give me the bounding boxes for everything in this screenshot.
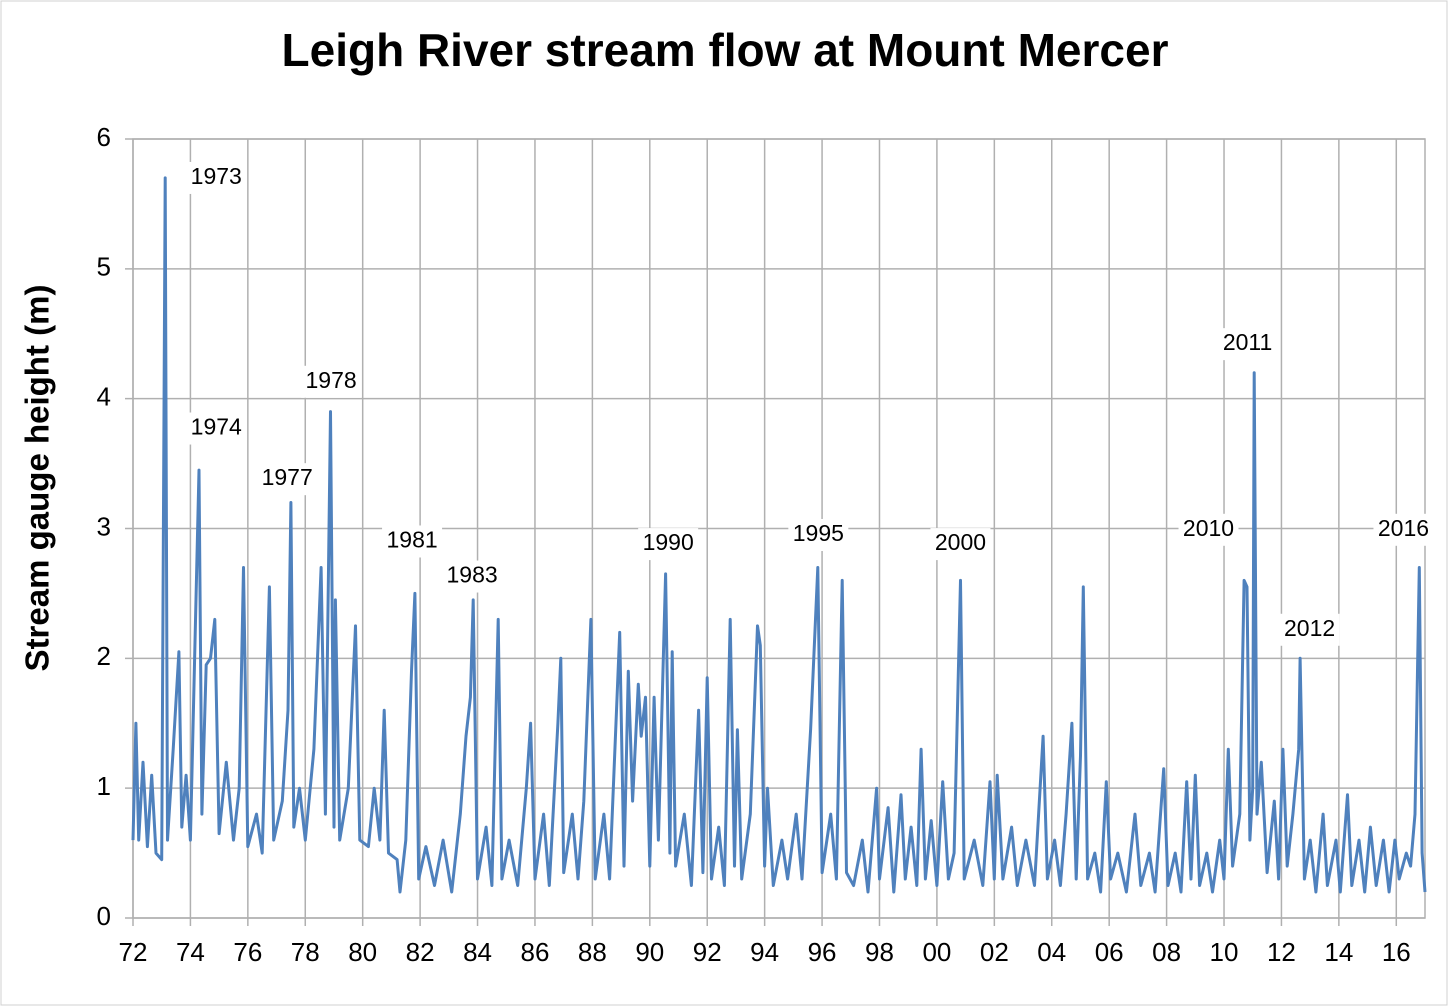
annotation-background bbox=[301, 365, 362, 398]
x-tick-label: 06 bbox=[1095, 937, 1124, 967]
y-tick-label: 1 bbox=[97, 771, 111, 801]
y-tick-label: 0 bbox=[97, 901, 111, 931]
x-tick-label: 80 bbox=[348, 937, 377, 967]
annotation-background bbox=[930, 528, 991, 561]
y-tick-label: 6 bbox=[97, 122, 111, 152]
x-tick-label: 14 bbox=[1324, 937, 1353, 967]
annotation: 2016 bbox=[1378, 515, 1429, 541]
x-tick-label: 74 bbox=[176, 937, 205, 967]
annotation-background bbox=[1178, 513, 1239, 546]
x-tick-label: 90 bbox=[635, 937, 664, 967]
x-tick-label: 16 bbox=[1382, 937, 1411, 967]
annotation: 1983 bbox=[446, 562, 497, 588]
annotation-background bbox=[638, 528, 699, 561]
x-tick-label: 08 bbox=[1152, 937, 1181, 967]
annotation: 2012 bbox=[1284, 615, 1335, 641]
x-tick-label: 10 bbox=[1210, 937, 1239, 967]
annotation: 1981 bbox=[386, 527, 437, 553]
annotation-background bbox=[1373, 513, 1434, 546]
annotation: 1990 bbox=[643, 529, 694, 555]
x-tick-label: 02 bbox=[980, 937, 1009, 967]
x-tick-label: 12 bbox=[1267, 937, 1296, 967]
annotation-background bbox=[1217, 328, 1278, 361]
annotation-background bbox=[788, 518, 849, 551]
annotation-background bbox=[1279, 613, 1340, 646]
chart-title: Leigh River stream flow at Mount Mercer bbox=[282, 24, 1169, 76]
x-tick-label: 00 bbox=[922, 937, 951, 967]
annotation: 2010 bbox=[1183, 515, 1234, 541]
y-tick-label: 4 bbox=[97, 382, 111, 412]
annotation: 2000 bbox=[935, 529, 986, 555]
annotation-background bbox=[382, 525, 443, 558]
x-tick-label: 84 bbox=[463, 937, 492, 967]
annotation: 1977 bbox=[262, 464, 313, 490]
annotation: 2011 bbox=[1223, 329, 1272, 355]
y-axis-label: Stream gauge height (m) bbox=[19, 285, 56, 672]
x-tick-label: 92 bbox=[693, 937, 722, 967]
annotation: 1973 bbox=[191, 163, 242, 189]
annotation-background bbox=[186, 412, 247, 445]
x-tick-label: 96 bbox=[808, 937, 837, 967]
flow-line bbox=[131, 176, 1427, 894]
y-tick-label: 2 bbox=[97, 641, 111, 671]
annotation-background bbox=[257, 463, 318, 496]
annotation-background bbox=[186, 161, 247, 194]
x-tick-label: 04 bbox=[1037, 937, 1066, 967]
annotation: 1978 bbox=[306, 367, 357, 393]
annotation: 1995 bbox=[793, 520, 844, 546]
x-tick-label: 78 bbox=[291, 937, 320, 967]
y-tick-label: 3 bbox=[97, 511, 111, 541]
x-tick-label: 98 bbox=[865, 937, 894, 967]
y-tick-label: 5 bbox=[97, 252, 111, 282]
annotation: 1974 bbox=[191, 414, 242, 440]
x-tick-label: 86 bbox=[520, 937, 549, 967]
annotation-background bbox=[442, 560, 503, 593]
x-tick-label: 88 bbox=[578, 937, 607, 967]
x-tick-label: 82 bbox=[406, 937, 435, 967]
x-tick-label: 72 bbox=[119, 937, 148, 967]
x-tick-label: 76 bbox=[233, 937, 262, 967]
x-tick-label: 94 bbox=[750, 937, 779, 967]
